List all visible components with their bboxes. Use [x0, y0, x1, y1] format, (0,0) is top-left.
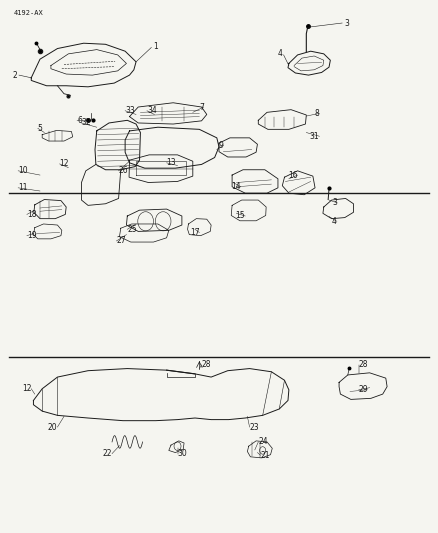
- Text: 7: 7: [199, 102, 204, 111]
- Text: 9: 9: [219, 141, 223, 150]
- Text: 25: 25: [127, 225, 137, 234]
- Text: 17: 17: [190, 228, 199, 237]
- Text: 31: 31: [310, 132, 319, 141]
- Text: 22: 22: [102, 449, 112, 458]
- Text: 3: 3: [332, 198, 337, 207]
- Text: 10: 10: [18, 166, 28, 175]
- Text: 4: 4: [277, 50, 283, 58]
- Text: 33: 33: [125, 106, 135, 115]
- Text: 13: 13: [166, 158, 176, 167]
- Text: 29: 29: [359, 385, 368, 394]
- Text: 8: 8: [314, 109, 319, 118]
- Text: 34: 34: [147, 106, 157, 115]
- Text: 30: 30: [177, 449, 187, 458]
- Text: 18: 18: [27, 210, 36, 219]
- Text: 14: 14: [231, 182, 241, 191]
- Text: 4192-AX: 4192-AX: [14, 10, 43, 17]
- Text: 28: 28: [201, 360, 211, 369]
- Text: 6: 6: [77, 116, 82, 125]
- Text: 24: 24: [258, 438, 268, 447]
- Text: 27: 27: [117, 237, 126, 246]
- Text: 3: 3: [344, 19, 349, 28]
- Text: 2: 2: [13, 70, 17, 79]
- Text: 16: 16: [288, 171, 297, 180]
- Text: 12: 12: [22, 384, 31, 393]
- Text: 26: 26: [119, 166, 128, 175]
- Text: 12: 12: [60, 159, 69, 168]
- Text: 21: 21: [261, 451, 270, 460]
- Text: 5: 5: [38, 124, 42, 133]
- Text: 1: 1: [153, 43, 158, 52]
- Text: 23: 23: [250, 423, 259, 432]
- Text: 20: 20: [48, 423, 57, 432]
- Text: 4: 4: [332, 217, 337, 226]
- Text: 19: 19: [27, 231, 36, 240]
- Text: 28: 28: [359, 360, 368, 369]
- Text: 11: 11: [18, 183, 28, 192]
- Text: 15: 15: [236, 212, 245, 221]
- Text: 32: 32: [81, 118, 91, 127]
